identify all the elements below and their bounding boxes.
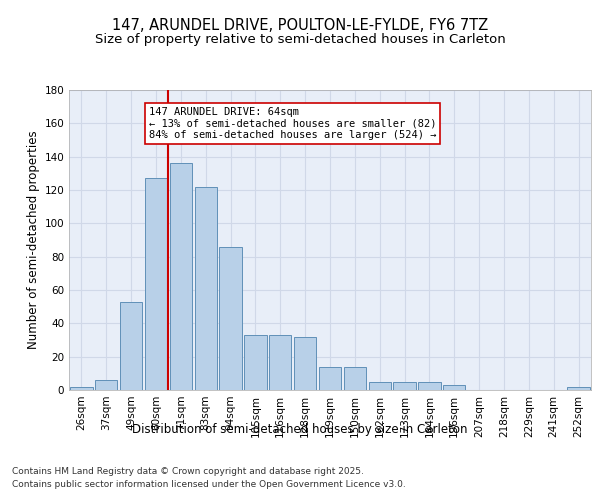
Bar: [145, 178, 167, 390]
Bar: [220, 246, 242, 390]
Text: Contains HM Land Registry data © Crown copyright and database right 2025.: Contains HM Land Registry data © Crown c…: [12, 468, 364, 476]
Bar: [95, 380, 118, 390]
Text: Size of property relative to semi-detached houses in Carleton: Size of property relative to semi-detach…: [95, 32, 505, 46]
Bar: [70, 386, 92, 390]
Bar: [443, 385, 466, 390]
Bar: [170, 164, 192, 390]
Bar: [344, 366, 366, 390]
Bar: [418, 382, 440, 390]
Y-axis label: Number of semi-detached properties: Number of semi-detached properties: [27, 130, 40, 350]
Bar: [394, 382, 416, 390]
Bar: [368, 382, 391, 390]
Text: 147, ARUNDEL DRIVE, POULTON-LE-FYLDE, FY6 7TZ: 147, ARUNDEL DRIVE, POULTON-LE-FYLDE, FY…: [112, 18, 488, 32]
Bar: [244, 335, 266, 390]
Bar: [194, 186, 217, 390]
Bar: [294, 336, 316, 390]
Text: Contains public sector information licensed under the Open Government Licence v3: Contains public sector information licen…: [12, 480, 406, 489]
Bar: [568, 386, 590, 390]
Text: 147 ARUNDEL DRIVE: 64sqm
← 13% of semi-detached houses are smaller (82)
84% of s: 147 ARUNDEL DRIVE: 64sqm ← 13% of semi-d…: [149, 106, 436, 140]
Text: Distribution of semi-detached houses by size in Carleton: Distribution of semi-detached houses by …: [132, 422, 468, 436]
Bar: [120, 302, 142, 390]
Bar: [319, 366, 341, 390]
Bar: [269, 335, 292, 390]
